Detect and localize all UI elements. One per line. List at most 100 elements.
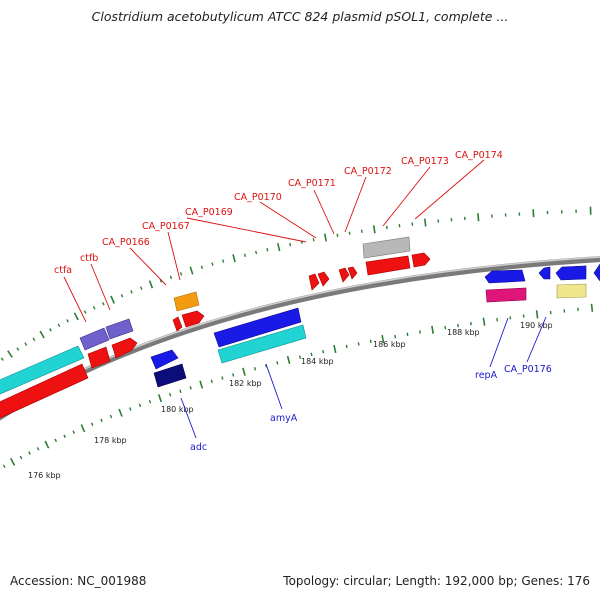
gene-feature [308, 273, 320, 291]
minor-tick [357, 342, 360, 346]
leader-line [180, 397, 197, 439]
major-tick [477, 213, 480, 222]
minor-tick [16, 347, 20, 351]
major-tick [118, 408, 123, 417]
minor-tick [49, 328, 52, 332]
major-tick [431, 325, 434, 334]
major-tick [232, 254, 236, 263]
minor-tick [369, 339, 372, 344]
inner-tick-ring [2, 303, 594, 469]
minor-tick [28, 451, 31, 455]
major-tick [7, 350, 13, 358]
map-title: Clostridium acetobutylicum ATCC 824 plas… [91, 9, 509, 24]
minor-tick [57, 323, 61, 328]
minor-tick [222, 259, 225, 263]
gene-feature [317, 271, 330, 287]
major-tick [482, 317, 486, 326]
major-tick [9, 457, 16, 466]
gene-feature [538, 266, 551, 280]
minor-tick [66, 319, 69, 323]
minor-tick [312, 238, 315, 242]
minor-tick [139, 286, 143, 290]
minor-tick [406, 332, 409, 337]
gene-feature [0, 363, 89, 419]
minor-tick [276, 361, 279, 365]
minor-tick [348, 231, 351, 235]
gene-label-CA_P0173: CA_P0173 [401, 156, 449, 167]
gene-feature [153, 363, 187, 388]
minor-tick [120, 294, 124, 298]
tick-label-186: 186 kbp [373, 340, 406, 349]
minor-tick [336, 233, 339, 238]
gene-label-ctfa: ctfa [54, 265, 72, 276]
leader-line [414, 159, 485, 220]
gene-feature [365, 255, 411, 276]
gene-label-CA_P0174: CA_P0174 [455, 150, 503, 161]
minor-tick [19, 455, 23, 460]
minor-tick [169, 275, 173, 280]
tick-label-190: 190 kbp [520, 321, 553, 330]
accession-text: Accession: NC_001988 [10, 574, 147, 588]
leader-line [265, 363, 283, 410]
major-tick [73, 312, 79, 321]
minor-tick [385, 225, 388, 230]
gene-label-amyA: amyA [270, 413, 298, 424]
minor-tick [92, 306, 96, 310]
gene-label-CA_P0171: CA_P0171 [288, 178, 336, 189]
tick-label-182: 182 kbp [229, 379, 262, 388]
major-tick [44, 440, 50, 449]
gene-feature [79, 327, 110, 351]
major-tick [535, 310, 539, 319]
gene-label-CA_P0170: CA_P0170 [234, 192, 282, 203]
minor-tick [168, 392, 172, 397]
leader-line [382, 166, 431, 227]
minor-tick [129, 407, 132, 411]
gene-feature [411, 252, 431, 268]
minor-tick [360, 229, 363, 233]
minor-tick [148, 399, 152, 404]
major-tick [277, 243, 281, 252]
minor-tick [109, 414, 113, 419]
tick-label-178: 178 kbp [94, 436, 127, 445]
gene-feature [338, 267, 350, 283]
gene-label-CA_P0176: CA_P0176 [504, 364, 552, 375]
leader-line [63, 276, 87, 323]
major-tick [110, 295, 115, 304]
minor-tick [289, 242, 292, 247]
gene-feature [111, 337, 138, 359]
gene-label-ctfb: ctfb [80, 253, 98, 264]
minor-tick [0, 357, 4, 361]
minor-tick [100, 418, 103, 423]
minor-tick [72, 430, 76, 434]
gene-label-CA_P0166: CA_P0166 [102, 237, 150, 248]
tick-label-180: 180 kbp [161, 405, 194, 414]
minor-tick [253, 367, 257, 371]
gene-feature [362, 236, 411, 259]
leader-line [489, 317, 509, 368]
gene-feature [484, 269, 526, 284]
minor-tick [298, 355, 302, 359]
minor-tick [90, 422, 94, 426]
gene-feature [217, 324, 307, 364]
minor-tick [2, 464, 6, 469]
gene-feature [87, 346, 111, 369]
minor-tick [457, 323, 459, 328]
minor-tick [102, 302, 105, 306]
minor-tick [322, 349, 325, 354]
tick-label-188: 188 kbp [447, 328, 480, 337]
gene-feature [555, 265, 587, 281]
minor-tick [200, 265, 204, 270]
forward-gene-labels: ctfa ctfb CA_P0166 CA_P0167 CA_P0169 CA_… [54, 150, 503, 323]
leader-line [129, 247, 167, 286]
gene-feature [0, 345, 85, 395]
major-tick [590, 303, 594, 312]
major-tick [372, 225, 376, 234]
minor-tick [189, 386, 192, 390]
gene-label-CA_P0169: CA_P0169 [185, 207, 233, 218]
major-tick [424, 218, 427, 227]
gene-label-adc: adc [190, 442, 207, 453]
minor-tick [179, 389, 182, 394]
minor-tick [24, 342, 28, 346]
major-tick [323, 233, 327, 242]
